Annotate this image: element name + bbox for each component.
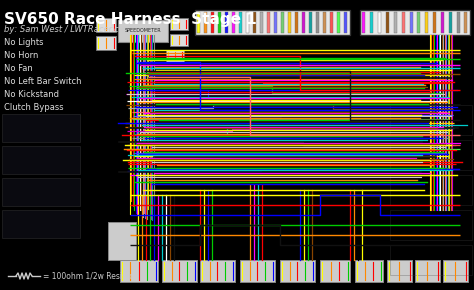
Bar — [274, 12, 277, 33]
Bar — [441, 12, 444, 33]
Bar — [233, 12, 236, 33]
Bar — [345, 12, 347, 33]
Bar — [456, 12, 460, 33]
Bar — [387, 260, 412, 282]
Bar — [323, 12, 327, 33]
Bar — [390, 210, 472, 240]
Text: Clutch Bypass: Clutch Bypass — [4, 103, 64, 112]
Bar — [170, 34, 188, 46]
Bar — [2, 114, 80, 142]
Bar — [443, 260, 468, 282]
Bar — [449, 12, 452, 33]
Bar — [108, 222, 136, 260]
Bar — [370, 12, 374, 33]
Bar — [390, 245, 472, 275]
Bar — [120, 260, 158, 282]
Text: by: Sam West / LWTRacer.com: by: Sam West / LWTRacer.com — [4, 25, 132, 34]
Text: No Lights: No Lights — [4, 38, 44, 47]
Bar — [219, 12, 221, 33]
Bar — [96, 18, 116, 32]
Bar — [96, 36, 116, 50]
Text: No Kickstand: No Kickstand — [4, 90, 59, 99]
Bar — [239, 12, 243, 33]
Bar — [170, 18, 188, 30]
Bar — [195, 10, 350, 35]
Bar — [211, 12, 215, 33]
Text: No Left Bar Switch: No Left Bar Switch — [4, 77, 82, 86]
Text: No Horn: No Horn — [4, 51, 38, 60]
Bar — [267, 12, 271, 33]
Bar — [261, 12, 264, 33]
Bar — [410, 12, 412, 33]
Bar — [2, 146, 80, 174]
Bar — [390, 105, 472, 135]
Bar — [118, 20, 168, 42]
Text: No Fan: No Fan — [4, 64, 33, 73]
Bar — [363, 12, 365, 33]
Bar — [415, 260, 440, 282]
Bar — [289, 12, 292, 33]
Bar — [310, 12, 312, 33]
Bar — [425, 12, 428, 33]
Bar — [246, 12, 249, 33]
Bar — [330, 12, 334, 33]
Bar — [355, 260, 383, 282]
Bar — [200, 260, 235, 282]
Bar — [394, 12, 397, 33]
Bar — [302, 12, 306, 33]
Bar — [240, 260, 275, 282]
Text: = 100ohm 1/2w Resistor: = 100ohm 1/2w Resistor — [43, 271, 137, 280]
Bar — [390, 140, 472, 170]
Bar — [433, 12, 436, 33]
Bar — [465, 12, 467, 33]
Bar — [418, 12, 420, 33]
Bar — [254, 12, 256, 33]
Bar — [360, 10, 470, 35]
Bar — [198, 12, 201, 33]
Bar — [162, 260, 197, 282]
Bar — [226, 12, 228, 33]
Bar — [317, 12, 319, 33]
Bar — [390, 175, 472, 205]
Text: SV650 Race Harness  Stage 1: SV650 Race Harness Stage 1 — [4, 12, 257, 27]
Bar — [337, 12, 340, 33]
Bar — [282, 12, 284, 33]
Bar — [402, 12, 405, 33]
Text: SPEEDOMETER: SPEEDOMETER — [125, 28, 161, 34]
Bar — [320, 260, 350, 282]
Bar — [386, 12, 389, 33]
Bar — [2, 210, 80, 238]
Bar — [378, 12, 381, 33]
Bar — [204, 12, 208, 33]
Bar — [280, 260, 315, 282]
Bar — [295, 12, 299, 33]
Bar — [2, 178, 80, 206]
Bar — [166, 50, 184, 62]
